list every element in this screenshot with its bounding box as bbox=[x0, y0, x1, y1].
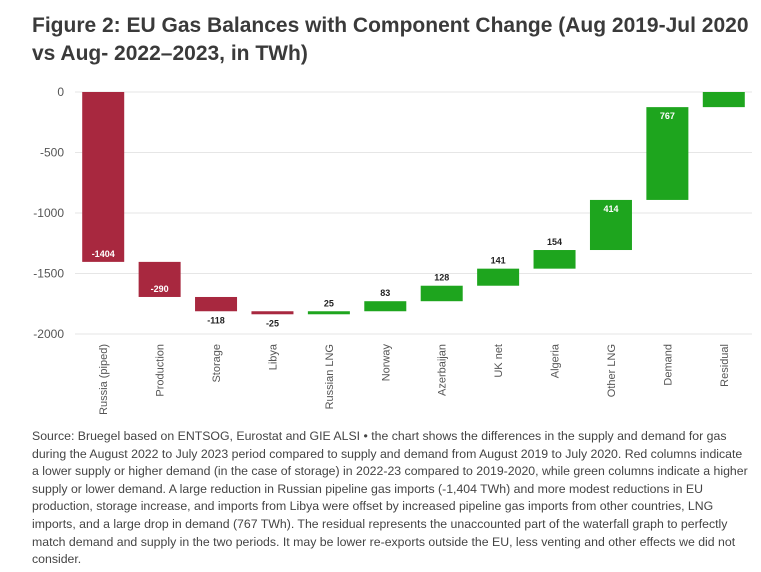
bar bbox=[533, 250, 576, 269]
bar bbox=[307, 311, 350, 315]
x-tick-label: Russia (piped) bbox=[98, 344, 110, 415]
data-label: 141 bbox=[491, 256, 506, 266]
x-tick-label: Russian LNG bbox=[324, 344, 336, 409]
bar bbox=[138, 261, 181, 297]
data-label: 25 bbox=[324, 298, 334, 308]
chart-title: Figure 2: EU Gas Balances with Component… bbox=[32, 14, 749, 65]
x-tick-label: Azerbaijan bbox=[437, 344, 449, 396]
x-tick-label: Other LNG bbox=[606, 344, 618, 397]
bar bbox=[477, 268, 520, 286]
x-tick-label: Production bbox=[155, 344, 167, 397]
data-label: -118 bbox=[207, 315, 225, 325]
bar bbox=[420, 285, 463, 302]
x-tick-label: Norway bbox=[380, 344, 392, 382]
bars bbox=[82, 92, 745, 315]
y-tick-label: -500 bbox=[40, 146, 64, 160]
waterfall-chart: 0 -500 -1000 -1500 -2000 -1404 -290 -118 -25 25 8… bbox=[33, 85, 752, 415]
bar bbox=[364, 301, 407, 312]
x-axis-labels: Russia (piped) Production Storage Libya Russ… bbox=[98, 343, 731, 415]
bar bbox=[646, 107, 689, 200]
data-label: 154 bbox=[547, 237, 562, 247]
bar bbox=[702, 92, 745, 108]
y-tick-label: -2000 bbox=[33, 327, 64, 341]
y-tick-label: -1000 bbox=[33, 206, 64, 220]
data-label: 767 bbox=[660, 111, 675, 121]
y-axis-labels: 0 -500 -1000 -1500 -2000 bbox=[33, 85, 64, 341]
bar bbox=[82, 92, 125, 262]
x-tick-label: Libya bbox=[267, 343, 279, 370]
x-tick-label: Algeria bbox=[550, 343, 562, 378]
data-label: 83 bbox=[380, 288, 390, 298]
data-label: -25 bbox=[266, 318, 279, 328]
y-tick-label: -1500 bbox=[33, 267, 64, 281]
y-tick-label: 0 bbox=[57, 85, 64, 99]
x-tick-label: Demand bbox=[662, 344, 674, 386]
bar bbox=[251, 311, 294, 315]
gridlines bbox=[75, 91, 752, 335]
x-tick-label: Storage bbox=[211, 344, 223, 383]
data-label: 128 bbox=[434, 273, 449, 283]
x-tick-label: UK net bbox=[493, 344, 505, 378]
data-label: -1404 bbox=[92, 249, 115, 259]
x-tick-label: Residual bbox=[719, 344, 731, 387]
bar bbox=[195, 296, 238, 312]
bar bbox=[589, 199, 632, 251]
data-label: -290 bbox=[151, 284, 169, 294]
data-labels: -1404 -290 -118 -25 25 83 128 141 154 414 767 bbox=[92, 111, 675, 328]
chart-source-note: Source: Bruegel based on ENTSOG, Eurosta… bbox=[32, 429, 748, 567]
data-label: 414 bbox=[603, 204, 618, 214]
